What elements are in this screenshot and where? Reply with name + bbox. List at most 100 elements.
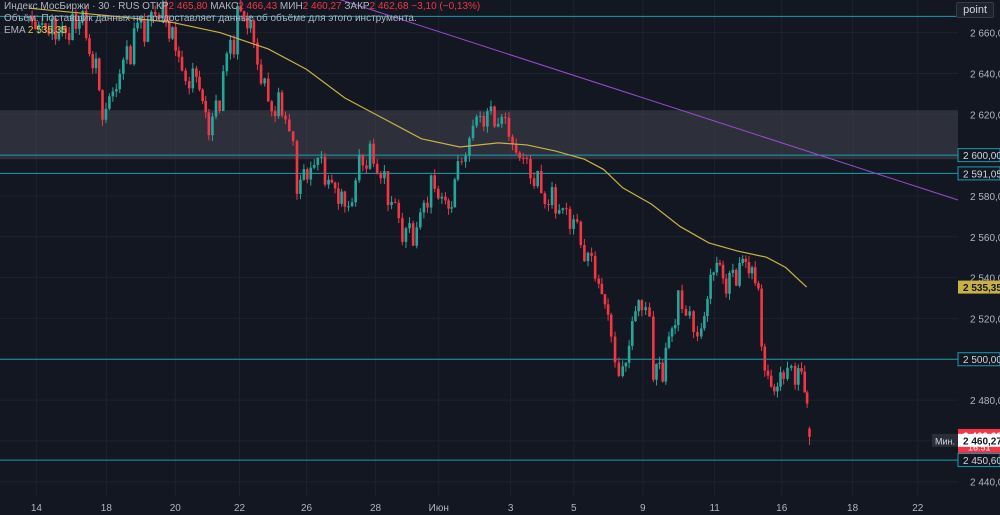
candle-body bbox=[34, 21, 37, 29]
chart-grid bbox=[0, 0, 958, 496]
candle-body bbox=[390, 201, 393, 206]
candle-body bbox=[464, 155, 467, 162]
candle-body bbox=[129, 46, 132, 65]
candle-body bbox=[343, 191, 347, 207]
candle-body bbox=[40, 23, 44, 25]
candle-body bbox=[236, 5, 239, 55]
candle-body bbox=[295, 141, 299, 194]
candle-body bbox=[447, 200, 450, 209]
candle-body bbox=[422, 202, 426, 213]
price-tick-label: 2 640,00 bbox=[970, 69, 1000, 80]
ema-polyline bbox=[28, 7, 808, 288]
close-label: ЗАКР bbox=[344, 1, 370, 12]
candle-body bbox=[177, 50, 181, 57]
candle-body bbox=[372, 143, 375, 164]
candle-body bbox=[627, 345, 631, 363]
candle-body bbox=[88, 38, 91, 54]
candle-body bbox=[709, 274, 712, 299]
candle-body bbox=[803, 371, 807, 393]
price-label-text: 2 600,00 bbox=[963, 151, 1000, 162]
price-labels: 2 600,002 591,052 535,352 500,002 462,68… bbox=[932, 148, 1000, 468]
price-tick-label: 2 440,00 bbox=[970, 478, 1000, 489]
candle-body bbox=[658, 362, 661, 364]
candle-body bbox=[67, 33, 71, 41]
candle-body bbox=[661, 362, 664, 382]
trendline[interactable] bbox=[316, 0, 959, 201]
candle-body bbox=[684, 309, 688, 316]
ema-line bbox=[28, 7, 808, 288]
candle-body bbox=[640, 300, 644, 311]
candle-body bbox=[769, 375, 773, 387]
time-tick-label: 16 bbox=[776, 503, 788, 514]
candle-body bbox=[568, 208, 572, 229]
candle-body bbox=[721, 264, 725, 279]
price-label-box bbox=[957, 453, 1000, 468]
candle-body bbox=[543, 193, 547, 204]
time-tick-label: 9 bbox=[640, 503, 646, 514]
price-label-text: 2 535,35 bbox=[963, 283, 1000, 294]
candle-body bbox=[712, 272, 716, 275]
candle-body bbox=[644, 307, 647, 311]
candle-body bbox=[773, 386, 776, 392]
high-label: МАКС bbox=[210, 1, 239, 12]
ema-row[interactable]: EMA 2 535,35 bbox=[4, 25, 480, 37]
candle-body bbox=[393, 201, 397, 203]
candle-body bbox=[621, 366, 624, 376]
candle-body bbox=[522, 157, 525, 159]
price-label-box bbox=[957, 352, 1000, 367]
candle-body bbox=[460, 161, 464, 163]
candle-body bbox=[673, 325, 677, 329]
candle-body bbox=[201, 89, 204, 102]
min-label-box bbox=[932, 433, 958, 447]
candle-body bbox=[361, 154, 365, 166]
time-tick-label: 18 bbox=[101, 503, 113, 514]
ema-label: EMA bbox=[4, 25, 26, 36]
candle-body bbox=[703, 316, 706, 329]
candle-body bbox=[433, 175, 436, 189]
price-tick-label: 2 660,00 bbox=[970, 29, 1000, 40]
volume-notice: Объём: Поставщик данных не предоставляет… bbox=[4, 13, 417, 24]
candle-body bbox=[401, 218, 404, 242]
candle-body bbox=[738, 262, 741, 286]
candle-body bbox=[81, 10, 85, 22]
candle-body bbox=[350, 202, 354, 207]
candle-body bbox=[333, 182, 337, 189]
candle-body bbox=[291, 131, 295, 142]
candle-body bbox=[323, 156, 327, 185]
candle-body bbox=[104, 108, 108, 120]
candle-body bbox=[337, 188, 340, 204]
candle-body bbox=[330, 179, 334, 183]
candle-body bbox=[111, 91, 115, 97]
point-button[interactable]: point bbox=[956, 2, 994, 18]
candle-body bbox=[94, 58, 98, 69]
candle-body bbox=[468, 138, 471, 156]
price-label-text: 2 450,60 bbox=[963, 456, 1000, 467]
candle-body bbox=[724, 278, 728, 294]
candle-body bbox=[763, 346, 767, 371]
candle-body bbox=[634, 311, 637, 322]
time-tick-label: 11 bbox=[709, 503, 720, 514]
candle-body bbox=[266, 78, 270, 102]
time-axis[interactable]: 14 18 20 22 26 28 Июн 3 5 9 11 16 18 22 bbox=[31, 503, 924, 514]
candle-body bbox=[547, 203, 550, 206]
candle-body bbox=[256, 42, 259, 65]
candle-body bbox=[489, 106, 493, 112]
candle-body bbox=[680, 290, 684, 310]
candle-body bbox=[525, 158, 529, 160]
time-tick-label: 3 bbox=[508, 503, 514, 514]
time-tick-label: 5 bbox=[571, 503, 577, 514]
close-value: 2 462,68 bbox=[369, 1, 409, 12]
time-tick-label: Июн bbox=[429, 503, 449, 514]
candle-body bbox=[750, 267, 754, 274]
candle-body bbox=[30, 16, 34, 22]
candle-body bbox=[164, 1, 168, 21]
time-tick-label: 28 bbox=[370, 503, 382, 514]
candle-body bbox=[782, 372, 785, 379]
candle-body bbox=[747, 261, 751, 274]
candle-body bbox=[718, 262, 722, 265]
symbol-title[interactable]: Индекс МосБиржи · 30 · RUS bbox=[4, 1, 140, 12]
candle-body bbox=[60, 26, 64, 34]
candle-body bbox=[44, 23, 47, 29]
candle-body bbox=[108, 96, 111, 109]
